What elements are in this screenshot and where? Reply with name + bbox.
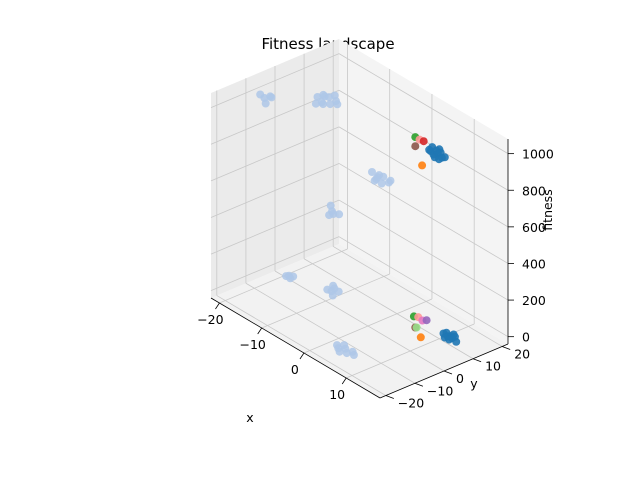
x-tick [341,377,347,385]
population-point [349,351,358,359]
y-tick-label: 10 [485,359,501,374]
z-grid-left [210,236,340,292]
y-tick [385,395,394,399]
x-tick [257,327,263,335]
z-tick-label: 1000 [522,147,554,162]
z-tick-label: 400 [522,257,546,272]
candidates-point [412,323,421,332]
x-tick-label: −20 [197,312,223,327]
population-point [267,93,276,102]
best-point [426,147,435,156]
x-tick-label: 0 [291,362,299,377]
y-tick-label: 20 [514,347,530,362]
axis-lines [210,139,514,399]
y-grid-floor [332,246,503,347]
population-point [377,179,386,188]
y-grid-floor [216,295,387,396]
x-tick-label: −10 [240,337,266,352]
data-points [256,90,461,359]
population-point [328,291,337,300]
population-point [384,178,393,187]
y-tick-label: −10 [427,383,453,398]
z-tick-label: 600 [522,220,546,235]
population-point [333,100,342,109]
y-axis-label: y [470,376,478,391]
population-point [334,287,343,296]
z-tick-label: 200 [522,293,546,308]
candidates-point [422,316,431,325]
y-tick [414,382,424,387]
z-grid-back [338,163,509,264]
y-tick-label: −20 [398,396,424,411]
z-grid-left [210,126,340,182]
x-tick-label: 10 [329,387,345,402]
y-tick [472,358,482,363]
y-grid-floor [274,270,445,372]
population-point [329,210,338,218]
x-axis-label: x [246,410,253,425]
population-point [335,210,344,219]
candidates-point [419,137,428,146]
best-point [445,335,454,344]
y-tick [443,370,453,375]
population-point [379,172,388,181]
grid-lines [210,41,509,396]
population-point [319,100,328,109]
x-axis-line [210,297,381,399]
population-point [261,99,270,108]
z-grid-back [338,236,509,338]
population-point [370,176,379,185]
z-grid-left [210,163,340,218]
z-grid-back [338,126,509,228]
z-grid-back [338,199,509,301]
population-point [286,274,295,283]
candidates-point [418,161,427,170]
candidates-point [411,142,420,151]
z-grid-left [210,199,340,255]
candidates-point [416,333,425,342]
y-tick-label: 0 [456,371,464,386]
y-grid-floor [245,282,416,384]
population-point [368,168,376,176]
population-point [342,349,351,358]
population-point [326,100,335,109]
best-point [435,155,443,164]
x-tick [299,352,305,360]
z-axis-label: fitness [540,189,555,230]
population-point [335,347,344,356]
population-point [324,93,333,102]
x-tick [215,302,220,310]
z-tick-label: 800 [522,183,546,198]
y-tick [502,346,511,350]
best-point [452,337,461,346]
z-grid-left [210,53,340,109]
z-grid-back [338,53,509,154]
z-tick-label: 0 [522,330,530,345]
y-grid-floor [303,258,474,360]
population-point [311,99,320,108]
